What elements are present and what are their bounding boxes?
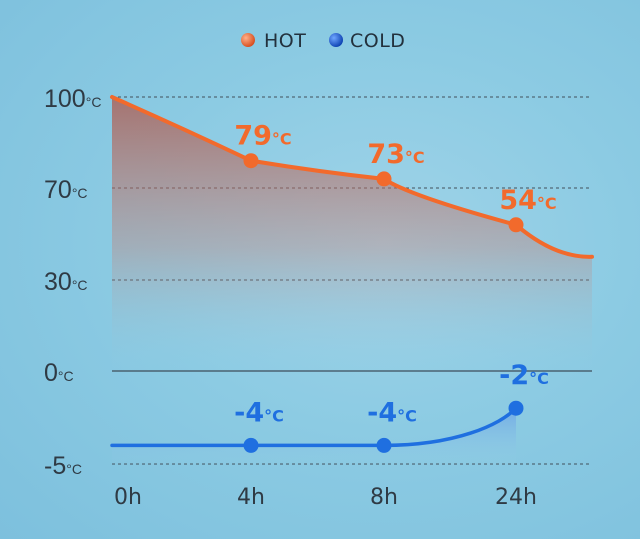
y-tick-label: 0°C [44,359,74,387]
hot-area [112,97,592,371]
legend-label-hot: HOT [264,30,306,52]
hot-data-label: 79°C [234,121,291,152]
x-tick-label: 0h [114,485,142,510]
cold-area [112,408,516,464]
legend-label-cold: COLD [350,30,405,52]
series-areas [112,97,592,464]
hot-point [376,171,392,187]
cold-point [243,437,259,453]
hot-point [508,217,524,233]
y-axis: 100°C 70°C 30°C 0°C -5°C [44,85,101,480]
hot-data-label: 73°C [367,139,424,170]
cold-point [508,400,524,416]
hot-point [243,153,259,169]
x-tick-label: 24h [495,485,537,510]
legend: HOT COLD [241,30,405,52]
x-tick-label: 8h [370,485,398,510]
legend-marker-cold [329,33,343,47]
y-tick-label: 100°C [44,85,101,113]
series-points [243,153,524,453]
y-tick-label: -5°C [44,452,82,480]
cold-data-label: -4°C [367,397,417,428]
hot-data-label: 54°C [499,185,556,216]
cold-data-label: -2°C [499,360,549,391]
y-tick-label: 30°C [44,268,88,296]
legend-marker-hot [241,33,255,47]
x-tick-label: 4h [237,485,265,510]
cold-point [376,437,392,453]
data-labels: 79°C 73°C 54°C -4°C -4°C -2°C [234,121,557,429]
cold-data-label: -4°C [234,397,284,428]
x-axis: 0h 4h 8h 24h [114,485,537,510]
y-tick-label: 70°C [44,176,88,204]
